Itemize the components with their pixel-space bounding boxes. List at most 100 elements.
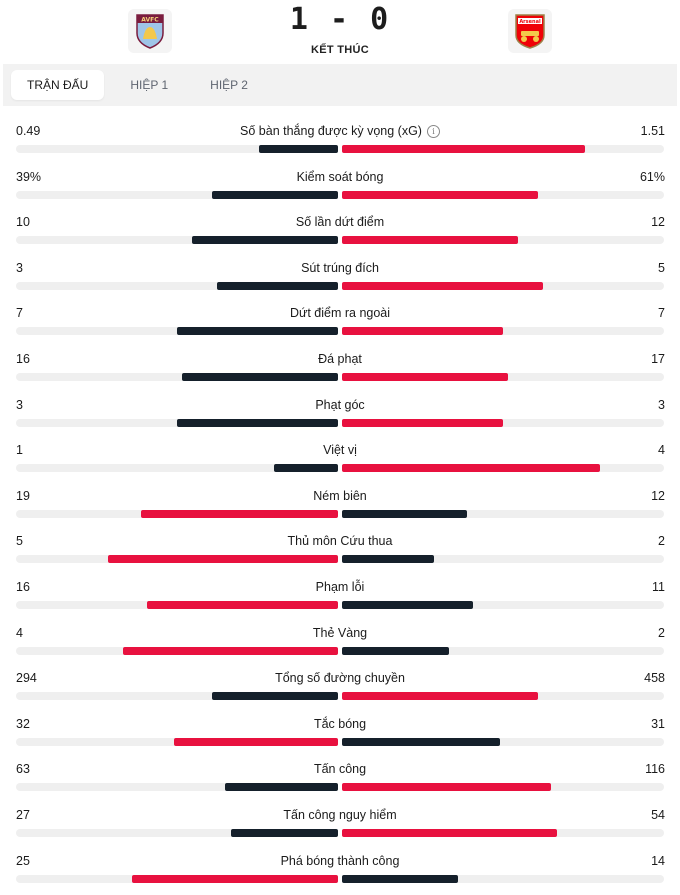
away-stat-track <box>342 464 664 473</box>
away-stat-value: 4 <box>658 443 665 458</box>
away-stat-value: 7 <box>658 306 665 321</box>
away-stat-track <box>342 646 664 655</box>
stat-name: Phạm lỗi <box>315 580 365 594</box>
home-stat-value: 25 <box>16 853 30 868</box>
match-status: KẾT THÚC <box>310 44 369 56</box>
away-stat-track <box>342 373 664 381</box>
home-stat-bar <box>131 874 338 883</box>
away-stat-value: 12 <box>651 488 665 503</box>
svg-text:Arsenal: Arsenal <box>519 19 541 25</box>
stat-name-wrap: Ném biên <box>0 489 680 503</box>
home-stat-track <box>16 464 338 473</box>
stat-name-wrap: Số bàn thắng được kỳ vọng (xG) i <box>0 124 680 138</box>
home-stat-track <box>16 373 338 381</box>
tab-first-half[interactable]: HIỆP 1 <box>130 78 169 92</box>
stat-name: Tổng số đường chuyền <box>275 671 405 686</box>
away-stat-bar <box>342 236 518 245</box>
away-stat-bar <box>342 829 557 837</box>
home-stat-track <box>16 509 338 518</box>
away-stat-value: 31 <box>651 716 665 731</box>
svg-text:AVFC: AVFC <box>141 17 159 24</box>
home-stat-bar <box>224 783 338 792</box>
away-stat-value: 61% <box>639 169 665 184</box>
stat-row: 1 Việt vị 4 <box>0 437 680 483</box>
arsenal-crest-icon: Arsenal <box>515 14 545 49</box>
home-stat-track <box>16 281 338 290</box>
stat-name: Số lần dứt điểm <box>295 215 385 230</box>
stat-name: Đá phạt <box>318 352 362 366</box>
stat-name: Tấn công <box>313 762 367 777</box>
away-stat-bar <box>342 692 539 701</box>
stat-row: 19 Ném biên 12 <box>0 483 680 529</box>
stat-name-wrap: Đá phạt <box>0 352 680 366</box>
away-stat-track <box>342 418 664 427</box>
away-stat-bar <box>342 509 467 518</box>
aston-villa-crest-icon: AVFC <box>136 14 164 49</box>
home-stat-value: 27 <box>16 808 30 822</box>
home-stat-bar <box>212 692 338 701</box>
home-stat-value: 7 <box>16 306 23 321</box>
away-stat-track <box>342 829 664 837</box>
stat-row: 39% Kiểm soát bóng 61% <box>0 164 680 210</box>
stat-row: 3 Sút trúng đích 5 <box>0 255 680 301</box>
away-stat-value: 17 <box>651 352 665 366</box>
stat-name-wrap: Việt vị <box>0 443 680 457</box>
away-stat-bar <box>342 874 458 883</box>
stat-row: 7 Dứt điểm ra ngoài 7 <box>0 300 680 346</box>
away-stat-value: 2 <box>658 625 665 640</box>
away-stat-track <box>342 692 664 701</box>
away-stat-bar <box>342 783 551 792</box>
stat-row: 0.49 Số bàn thắng được kỳ vọng (xG) i 1.51 <box>0 118 680 164</box>
home-stat-bar <box>217 281 338 290</box>
home-stat-track <box>16 555 338 564</box>
home-team-logo[interactable]: AVFC <box>128 9 172 53</box>
home-stat-track <box>16 829 338 837</box>
home-stat-track <box>16 327 338 336</box>
match-header: AVFC 1 - 0 KẾT THÚC Arsenal <box>0 0 680 64</box>
stat-name-wrap: Kiểm soát bóng <box>0 170 680 184</box>
home-stat-track <box>16 783 338 792</box>
away-stat-bar <box>342 555 434 564</box>
tab-match[interactable]: TRẬN ĐẤU <box>11 70 105 100</box>
away-stat-track <box>342 145 664 153</box>
stat-row: 5 Thủ môn Cứu thua 2 <box>0 528 680 574</box>
stat-row: 294 Tổng số đường chuyền 458 <box>0 665 680 711</box>
tab-second-half[interactable]: HIỆP 2 <box>210 78 248 92</box>
away-stat-track <box>342 281 664 290</box>
home-stat-track <box>16 646 338 655</box>
home-stat-bar <box>230 829 338 837</box>
stat-name: Ném biên <box>313 488 367 503</box>
stat-name-wrap: Phạt góc <box>0 398 680 412</box>
home-stat-track <box>16 418 338 427</box>
away-stat-track <box>342 601 664 609</box>
home-stat-value: 63 <box>16 762 30 777</box>
info-icon[interactable]: i <box>426 124 440 138</box>
away-stat-value: 458 <box>644 671 665 686</box>
stat-name: Sút trúng đích <box>301 260 379 275</box>
away-stat-bar <box>342 418 503 427</box>
stat-name-wrap: Tắc bóng <box>0 717 680 731</box>
stat-row: 3 Phạt góc 3 <box>0 392 680 438</box>
stat-row: 25 Phá bóng thành công 14 <box>0 848 680 894</box>
home-stat-bar <box>174 737 338 746</box>
stat-name: Thẻ Vàng <box>312 625 368 640</box>
away-team-logo[interactable]: Arsenal <box>508 9 552 53</box>
match-score: 1 - 0 <box>289 2 391 37</box>
away-stat-bar <box>342 281 544 290</box>
away-stat-track <box>342 236 664 245</box>
home-stat-bar <box>191 236 338 245</box>
stat-name-wrap: Thẻ Vàng <box>0 626 680 640</box>
home-stat-value: 1 <box>16 443 23 458</box>
away-stat-track <box>342 509 664 518</box>
stat-row: 63 Tấn công 116 <box>0 756 680 802</box>
away-stat-track <box>342 190 664 199</box>
away-stat-track <box>342 783 664 792</box>
home-stat-value: 16 <box>16 352 30 366</box>
stat-name: Thủ môn Cứu thua <box>287 534 393 549</box>
home-stat-bar <box>177 418 338 427</box>
stat-name: Dứt điểm ra ngoài <box>289 306 391 321</box>
home-stat-bar <box>273 464 338 473</box>
away-stat-value: 1.51 <box>640 124 665 138</box>
home-stat-bar <box>108 555 338 564</box>
stat-name-wrap: Phá bóng thành công <box>0 854 680 868</box>
